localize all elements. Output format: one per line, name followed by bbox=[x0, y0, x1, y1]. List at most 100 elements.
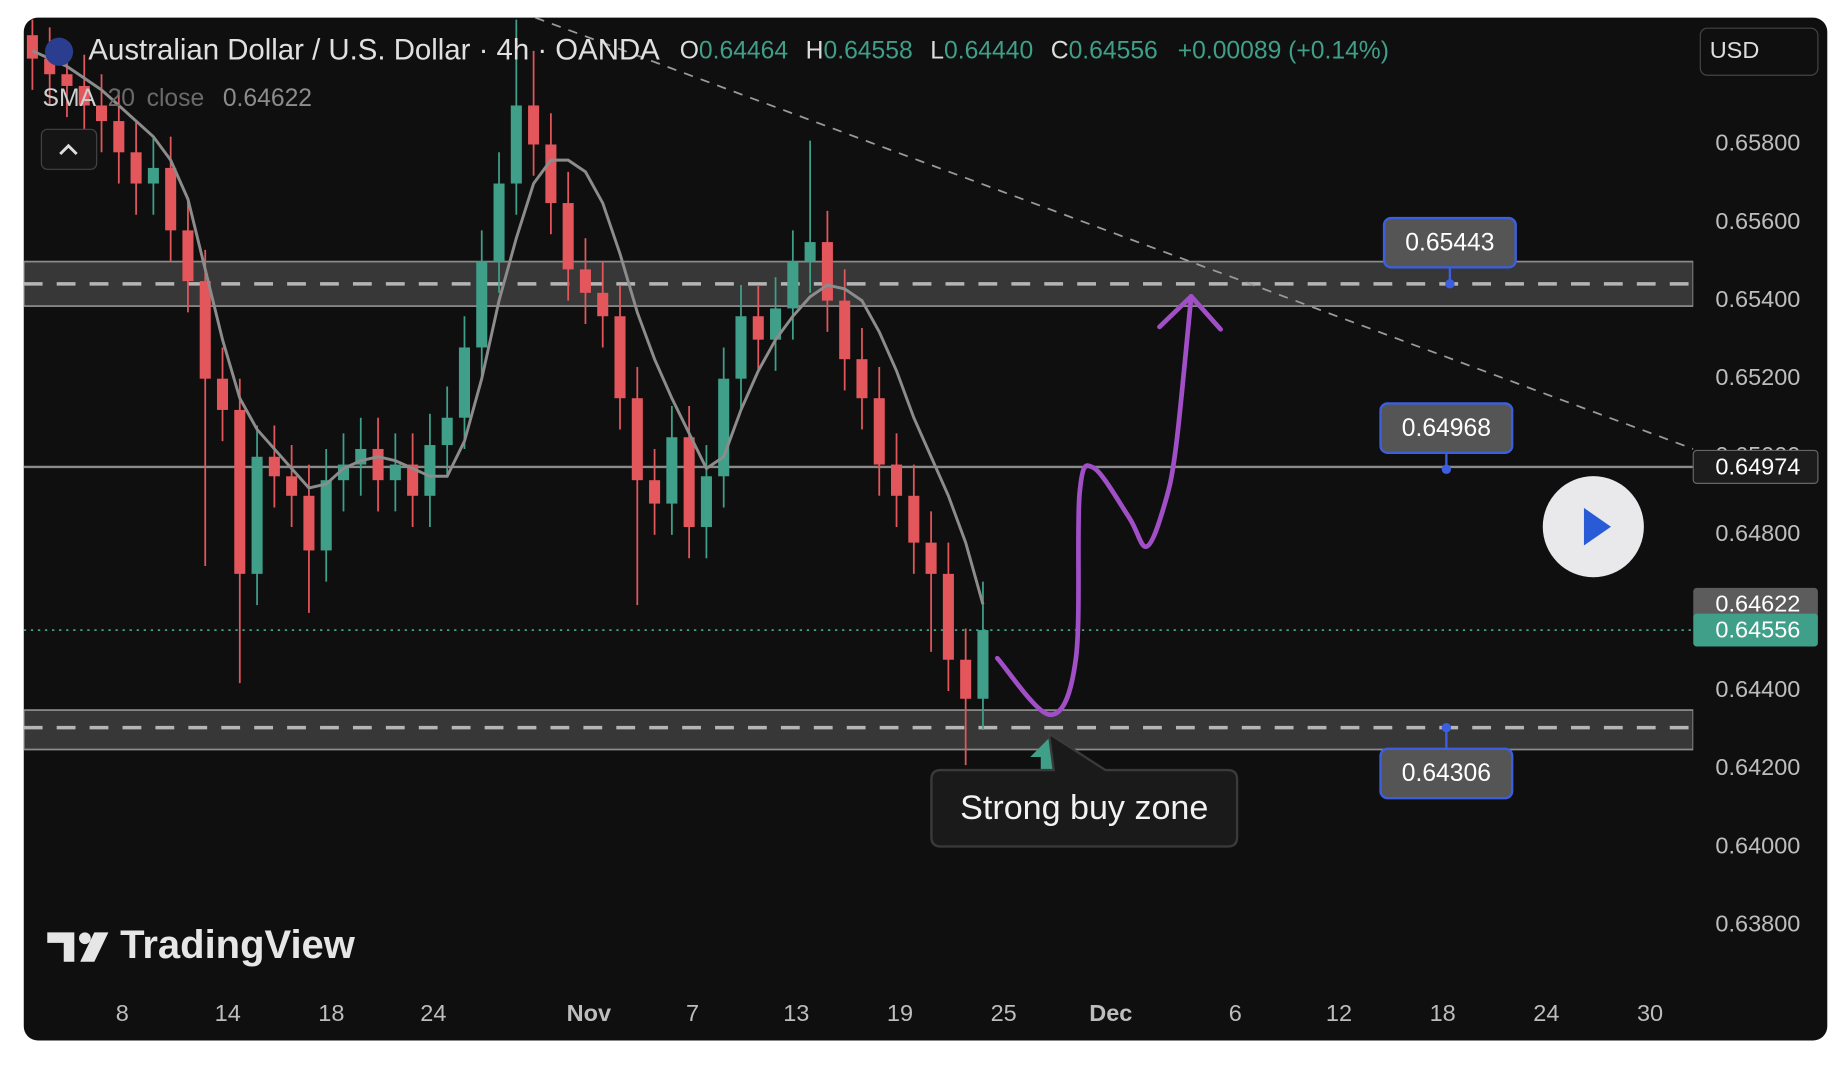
logo-mark bbox=[79, 932, 91, 945]
candle-body bbox=[579, 269, 591, 293]
candle-body bbox=[458, 347, 470, 418]
y-tick-label: 0.65800 bbox=[1715, 130, 1800, 156]
x-tick-label: 18 bbox=[318, 1000, 344, 1026]
candle-body bbox=[683, 437, 695, 528]
y-tick-label: 0.65400 bbox=[1715, 286, 1800, 312]
candle-body bbox=[355, 448, 367, 465]
candle-body bbox=[424, 445, 436, 496]
y-tick-label: 0.64800 bbox=[1715, 520, 1800, 546]
candle-body bbox=[286, 476, 298, 496]
legend-value: 0.64464 bbox=[699, 37, 788, 64]
candle-body bbox=[96, 105, 108, 122]
candle-body bbox=[804, 242, 816, 262]
candle-body bbox=[26, 35, 38, 59]
candle-body bbox=[182, 230, 194, 282]
trendline bbox=[535, 17, 1694, 450]
candle-body bbox=[510, 105, 522, 184]
candle-body bbox=[407, 464, 419, 496]
candle-body bbox=[770, 308, 782, 340]
y-tick-label: 0.64000 bbox=[1715, 832, 1800, 858]
indicator-legend: SMA 20 close 0.64622 bbox=[43, 84, 312, 111]
level-box bbox=[1382, 216, 1517, 269]
logo: TradingView bbox=[47, 923, 356, 967]
candle-body bbox=[908, 495, 920, 543]
candle-body bbox=[528, 105, 540, 145]
candle-body bbox=[337, 464, 350, 481]
candle-body bbox=[78, 85, 90, 106]
level-label: 0.64306 bbox=[1402, 760, 1491, 787]
sma-line bbox=[31, 49, 985, 605]
indicator-length: 20 bbox=[108, 84, 135, 111]
level-dot bbox=[1441, 464, 1452, 474]
candle-body bbox=[925, 542, 937, 574]
candle-body bbox=[320, 480, 332, 551]
annotation: Strong buy zone bbox=[960, 789, 1208, 827]
x-tick-label: Dec bbox=[1089, 1000, 1132, 1026]
candle-body bbox=[821, 242, 833, 301]
candle-body bbox=[199, 281, 211, 379]
candle-body bbox=[942, 573, 954, 660]
candle-body bbox=[752, 316, 764, 340]
flag-icon bbox=[44, 37, 74, 66]
candle-body bbox=[787, 261, 799, 309]
legend-value: 0.64556 bbox=[1069, 37, 1158, 64]
y-tick-label: 0.64200 bbox=[1715, 754, 1800, 780]
x-tick-label: 12 bbox=[1326, 1000, 1352, 1026]
candle-body bbox=[597, 292, 609, 317]
x-tick-label: 8 bbox=[116, 1000, 129, 1026]
overlay: 0.638000.640000.642000.644000.646000.648… bbox=[116, 130, 1819, 1026]
candle-body bbox=[441, 417, 453, 446]
price-axis-box bbox=[1693, 587, 1818, 621]
level-label: 0.64968 bbox=[1402, 415, 1491, 442]
currency: USD bbox=[1710, 37, 1760, 63]
price-axis-label: 0.64974 bbox=[1715, 453, 1800, 479]
candle-body bbox=[234, 409, 246, 574]
level-label: 0.65443 bbox=[1405, 229, 1494, 256]
level-box bbox=[1379, 402, 1514, 454]
play-icon bbox=[1583, 507, 1611, 546]
candle-body bbox=[251, 456, 263, 574]
x-tick-label: 18 bbox=[1430, 1000, 1456, 1026]
candle-body bbox=[977, 630, 989, 699]
candle-body bbox=[130, 152, 142, 184]
legend-key: H bbox=[806, 37, 824, 64]
candle-body bbox=[113, 121, 125, 153]
legend-key: C bbox=[1051, 37, 1069, 64]
candle-body bbox=[216, 378, 229, 410]
candle-body bbox=[856, 359, 868, 399]
candle-body bbox=[891, 464, 903, 496]
currency-button[interactable] bbox=[1699, 27, 1819, 76]
x-tick-label: 24 bbox=[420, 1000, 446, 1026]
price-axis-label: 0.64622 bbox=[1715, 591, 1800, 617]
candle-body bbox=[735, 316, 747, 379]
logo-mark bbox=[47, 932, 75, 962]
candle-body bbox=[718, 378, 730, 477]
candle-body bbox=[476, 261, 488, 348]
x-tick-label: 7 bbox=[686, 1000, 699, 1026]
collapse-button[interactable] bbox=[40, 128, 98, 170]
x-tick-label: 14 bbox=[215, 1000, 241, 1026]
symbol-title: Australian Dollar / U.S. Dollar · 4h · O… bbox=[88, 33, 660, 66]
x-tick-label: Nov bbox=[567, 1000, 611, 1026]
candle-body bbox=[614, 316, 626, 399]
indicator-source: close bbox=[147, 84, 205, 111]
candle-body bbox=[61, 74, 73, 86]
price-axis-box bbox=[1693, 613, 1818, 647]
chart-frame bbox=[23, 17, 1828, 1041]
collapse-icon bbox=[59, 143, 78, 156]
legend-key: L bbox=[930, 37, 944, 64]
projection bbox=[994, 293, 1194, 718]
y-tick-label: 0.63800 bbox=[1715, 910, 1800, 936]
candle-body bbox=[268, 456, 280, 477]
candle-body bbox=[631, 398, 643, 481]
legend-value: 0.64440 bbox=[944, 37, 1033, 64]
candle-body bbox=[44, 58, 56, 75]
indicator-name: SMA bbox=[43, 84, 97, 111]
watermark: TradingView bbox=[120, 923, 356, 967]
legend-value: 0.64558 bbox=[824, 37, 913, 64]
level-box bbox=[1379, 747, 1514, 800]
level-dot bbox=[1445, 279, 1455, 289]
projection-arrowhead bbox=[1157, 293, 1223, 332]
candle-body bbox=[960, 659, 972, 699]
x-tick-label: 19 bbox=[887, 1000, 913, 1026]
